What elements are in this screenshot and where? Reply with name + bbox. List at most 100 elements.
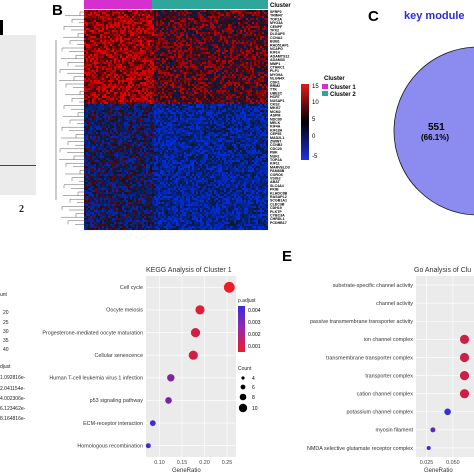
heatmap-cell: [190, 10, 193, 13]
heatmap-cell: [160, 44, 163, 47]
heatmap-cell: [110, 50, 113, 53]
heatmap-cell: [188, 60, 191, 63]
heatmap-cell: [228, 72, 231, 75]
heatmap-cell: [138, 56, 141, 59]
heatmap-cell: [128, 60, 131, 63]
heatmap-cell: [244, 54, 247, 57]
heatmap-cell: [122, 30, 125, 33]
heatmap-cell: [152, 34, 155, 37]
heatmap-cell: [156, 68, 159, 71]
heatmap-cell: [126, 98, 129, 101]
heatmap-cell: [90, 48, 93, 51]
heatmap-cell: [146, 104, 149, 107]
heatmap-cell: [134, 94, 137, 97]
heatmap-cell: [232, 54, 235, 57]
heatmap-cell: [212, 26, 215, 29]
heatmap-cell: [216, 88, 219, 91]
heatmap-cell: [130, 44, 133, 47]
heatmap-cell: [218, 110, 221, 113]
heatmap-cell: [236, 42, 239, 45]
heatmap-cell: [144, 66, 147, 69]
heatmap-cell: [102, 116, 105, 119]
heatmap-cell: [162, 76, 165, 79]
heatmap-cell: [190, 76, 193, 79]
heatmap-cell: [264, 38, 267, 41]
heatmap-cell: [202, 56, 205, 59]
heatmap-cell: [152, 14, 155, 17]
heatmap-cell: [116, 74, 119, 77]
heatmap-cell: [144, 30, 147, 33]
heatmap-cell: [242, 62, 245, 65]
heatmap-cell: [160, 18, 163, 21]
heatmap-cell: [154, 74, 157, 77]
heatmap-cell: [96, 70, 99, 73]
heatmap-cell: [184, 98, 187, 101]
heatmap-cell: [184, 32, 187, 35]
heatmap-cell: [128, 38, 131, 41]
heatmap-cell: [116, 48, 119, 51]
heatmap-cell: [224, 76, 227, 79]
heatmap-cell: [160, 70, 163, 73]
heatmap-cell: [106, 30, 109, 33]
heatmap-cell: [92, 88, 95, 91]
heatmap-cell: [192, 86, 195, 89]
heatmap-cell: [90, 112, 93, 115]
heatmap-cell: [230, 24, 233, 27]
heatmap-cell: [176, 36, 179, 39]
heatmap-cell: [150, 34, 153, 37]
heatmap-cell: [228, 64, 231, 67]
heatmap-cell: [160, 30, 163, 33]
heatmap-cell: [108, 64, 111, 67]
heatmap-cell: [178, 30, 181, 33]
heatmap-cell: [186, 64, 189, 67]
heatmap-cell: [162, 86, 165, 89]
heatmap-cell: [248, 80, 251, 83]
heatmap-cell: [126, 108, 129, 111]
heatmap-cell: [166, 18, 169, 21]
heatmap-cell: [98, 20, 101, 23]
heatmap-cell: [232, 34, 235, 37]
heatmap-cell: [158, 112, 161, 115]
heatmap-cell: [188, 30, 191, 33]
heatmap-cell: [106, 16, 109, 19]
heatmap-cell: [206, 22, 209, 25]
heatmap-cell: [216, 32, 219, 35]
heatmap-cell: [136, 108, 139, 111]
heatmap-cell: [222, 42, 225, 45]
heatmap-cell: [92, 114, 95, 117]
heatmap-cell: [134, 44, 137, 47]
heatmap-cell: [236, 14, 239, 17]
heatmap-cell: [194, 34, 197, 37]
heatmap-cell: [168, 40, 171, 43]
heatmap-cell: [252, 14, 255, 17]
heatmap-cell: [88, 106, 91, 109]
heatmap-cell: [112, 38, 115, 41]
heatmap-cell: [110, 70, 113, 73]
heatmap-cell: [192, 110, 195, 113]
heatmap-cell: [166, 106, 169, 109]
heatmap-cell: [106, 92, 109, 95]
heatmap-cell: [114, 20, 117, 23]
heatmap-cell: [86, 22, 89, 25]
heatmap-cell: [118, 40, 121, 43]
heatmap-cell: [98, 110, 101, 113]
heatmap-cell: [218, 50, 221, 53]
heatmap-cell: [196, 20, 199, 23]
heatmap-cell: [126, 102, 129, 105]
heatmap-cell: [120, 34, 123, 37]
heatmap-cell: [220, 102, 223, 105]
heatmap-cell: [140, 28, 143, 31]
heatmap-cell: [256, 50, 259, 53]
heatmap-cell: [218, 42, 221, 45]
heatmap-cell: [190, 88, 193, 91]
heatmap-cell: [198, 82, 201, 85]
heatmap-cell: [174, 90, 177, 93]
heatmap-cell: [178, 28, 181, 31]
heatmap-cell: [200, 46, 203, 49]
heatmap-cell: [202, 98, 205, 101]
heatmap-cell: [246, 88, 249, 91]
heatmap-cell: [250, 58, 253, 61]
heatmap-cell: [104, 26, 107, 29]
heatmap-cell: [86, 86, 89, 89]
heatmap-cell: [100, 112, 103, 115]
